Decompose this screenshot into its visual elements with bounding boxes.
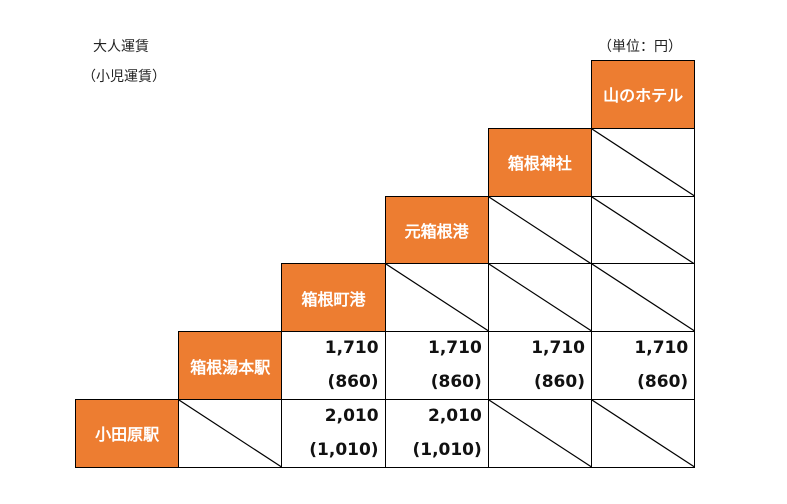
empty-cell xyxy=(384,263,489,333)
title: 大人運賃 xyxy=(93,39,149,55)
fare-cell: 1,710 (860) xyxy=(281,331,386,400)
empty-cell xyxy=(487,263,592,333)
empty-cell xyxy=(591,263,696,333)
fare-cell: 2,010 (1,010) xyxy=(281,399,386,468)
fare-cell: 2,010 (1,010) xyxy=(384,399,489,468)
station-cell: 箱根町港 xyxy=(281,263,386,333)
child-fare: (860) xyxy=(533,372,585,393)
empty-cell xyxy=(178,399,283,468)
adult-fare: 1,710 xyxy=(634,338,689,359)
child-fare: (1,010) xyxy=(309,440,379,460)
station-cell: 山のホテル xyxy=(591,60,696,129)
diagonal xyxy=(488,196,592,264)
empty-cell xyxy=(591,127,696,197)
diagonal xyxy=(592,400,695,468)
station-cell: 箱根神社 xyxy=(487,127,592,197)
subtitle: （小児運賃） xyxy=(82,69,166,85)
diagonal xyxy=(592,196,695,264)
diagonal xyxy=(179,400,282,468)
fare-cell: 1,710 (860) xyxy=(384,331,489,400)
adult-fare: 2,010 xyxy=(428,406,482,426)
station-cell: 小田原駅 xyxy=(75,399,180,468)
adult-fare: 1,710 xyxy=(324,338,379,359)
diagonal xyxy=(592,264,695,332)
child-fare: (860) xyxy=(430,372,482,393)
diagonal xyxy=(488,264,592,332)
diagonal xyxy=(592,128,695,197)
diagonal xyxy=(385,264,489,332)
child-fare: (1,010) xyxy=(412,440,482,460)
adult-fare: 1,710 xyxy=(531,338,585,359)
adult-fare: 2,010 xyxy=(324,406,379,426)
station-cell: 元箱根港 xyxy=(384,195,489,265)
fare-cell: 1,710 (860) xyxy=(487,331,592,400)
adult-fare: 1,710 xyxy=(428,338,482,359)
station-cell: 箱根湯本駅 xyxy=(178,331,283,400)
empty-cell xyxy=(591,399,696,468)
empty-cell xyxy=(487,195,592,265)
empty-cell xyxy=(487,399,592,468)
child-fare: (860) xyxy=(637,372,689,393)
diagonal xyxy=(488,400,592,468)
fare-cell: 1,710 (860) xyxy=(591,331,696,400)
unit: （単位：円） xyxy=(598,39,682,55)
child-fare: (860) xyxy=(327,372,379,393)
empty-cell xyxy=(591,195,696,265)
